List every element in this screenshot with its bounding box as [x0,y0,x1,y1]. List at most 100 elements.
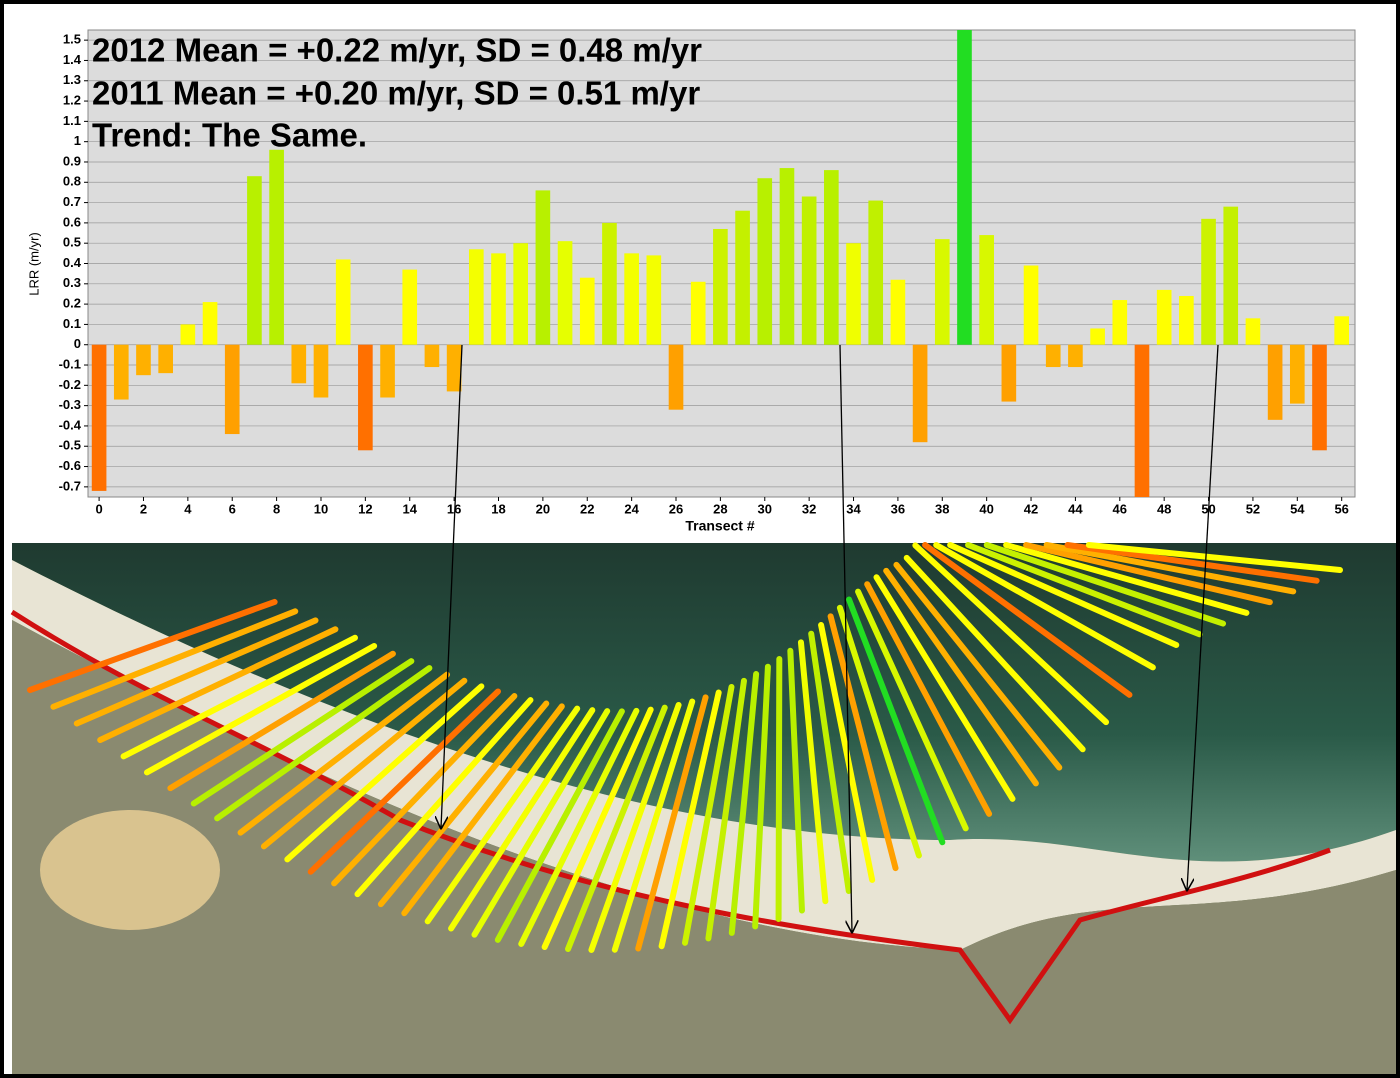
transect-line [565,704,668,953]
transect-line [912,542,1110,726]
y-tick-label: -0.7 [59,478,81,493]
bar [846,243,861,345]
x-tick-label: 12 [358,501,372,516]
transect-line [635,694,709,952]
x-tick-label: 34 [846,501,861,516]
bar [1134,344,1150,497]
x-tick-label: 48 [1157,501,1171,516]
bar [313,344,329,398]
bar [1156,289,1172,345]
transect-line [922,542,1133,698]
x-tick-label: 18 [491,501,505,516]
bar [269,149,284,345]
bar [402,269,418,345]
bar [801,196,817,345]
bar [180,324,196,345]
x-tick-label: 36 [891,501,905,516]
transect-line [331,693,518,887]
bar [91,344,107,491]
bar [358,344,373,451]
bar [934,239,950,345]
bar [1245,318,1261,345]
bar [136,344,151,376]
transect-line [893,561,1063,771]
bar [890,279,906,345]
y-tick-label: 0 [74,336,81,351]
transect-line [827,613,899,872]
transect-line [658,689,722,950]
transect-line [983,542,1227,627]
bar [1223,206,1239,345]
bar [690,281,706,345]
x-tick-label: 28 [713,501,727,516]
transect-line [260,677,468,850]
x-tick-label: 22 [580,501,594,516]
bar [1267,344,1283,420]
bar [1179,295,1194,345]
transect-line [787,647,805,914]
transect-line [237,671,451,836]
x-tick-label: 16 [447,501,461,516]
y-tick-label: 0.8 [63,174,81,189]
x-tick-label: 26 [669,501,683,516]
x-tick-label: 24 [624,501,639,516]
x-tick-label: 8 [273,501,280,516]
transect-line [167,650,396,792]
transect-line [752,663,771,930]
x-tick-label: 4 [184,501,192,516]
bar [335,259,351,345]
transect-line [682,684,735,946]
x-tick-label: 0 [95,501,102,516]
y-tick-label: 0.4 [63,255,82,270]
y-tick-label: 1.3 [63,72,81,87]
transect-line [424,705,581,925]
transect-line [73,617,319,727]
bar [1068,344,1083,368]
bar [579,277,595,345]
transect-line [903,554,1086,753]
x-tick-label: 10 [314,501,328,516]
bar [713,228,728,345]
bar [446,344,462,392]
bar [1090,328,1105,345]
bar [824,170,839,345]
transect-line [377,700,550,908]
bar [247,176,262,345]
transect-line [883,567,1039,787]
transect-line [1023,542,1273,606]
transect-line [808,630,852,894]
transect-line [1043,542,1297,595]
transect-line [518,707,640,947]
x-tick-label: 52 [1246,501,1260,516]
transect-line [1085,542,1343,573]
bar [868,200,884,345]
y-tick-label: 0.1 [63,316,81,331]
transect-line [873,574,1016,802]
transect-line [933,542,1156,671]
y-tick-label: 0.9 [63,153,81,168]
arrows [441,344,1219,932]
x-tick-label: 2 [140,501,147,516]
x-tick-label: 14 [403,501,418,516]
transect-line [50,608,299,710]
bar [491,253,506,345]
bar [735,210,750,345]
y-tick-label: -0.2 [59,377,81,392]
transect-line [143,642,378,776]
y-tick-label: 1.2 [63,93,81,108]
y-tick-label: 0.3 [63,275,81,290]
y-tick-label: -0.6 [59,458,81,473]
transect-line [705,677,747,942]
y-tick-label: 1.5 [63,32,81,47]
bar [912,344,928,443]
x-tick-label: 46 [1113,501,1127,516]
x-tick-label: 30 [758,501,772,516]
transect-line [1003,542,1250,616]
transect-line [965,542,1203,638]
plot: -0.7 -0.6 -0.5 -0.4 -0.3 -0.2 -0.1 0 0.1 0.2 0.3 0.… [59,30,1355,516]
y-tick-label: 0.7 [63,194,81,209]
bar [113,344,129,400]
x-tick-label: 54 [1290,501,1305,516]
